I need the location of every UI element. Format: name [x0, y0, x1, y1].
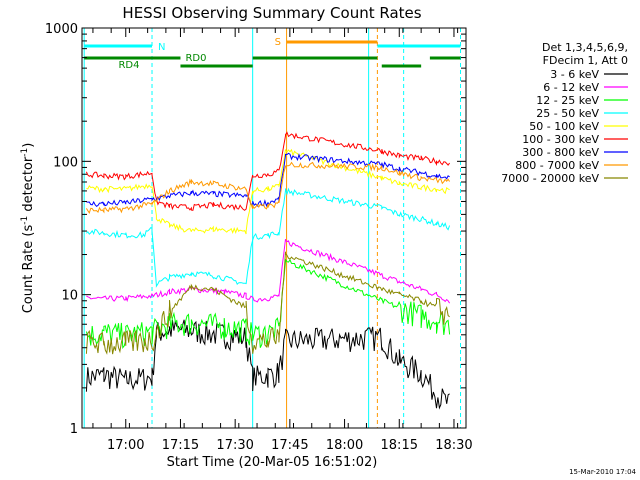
y-axis-label: Count Rate (s-1 detector-1) — [20, 143, 36, 314]
series-line-6 — [85, 131, 450, 211]
y-tick-label-4: 1000 — [45, 22, 78, 37]
series-line-7 — [86, 152, 450, 208]
y-tick-label-1: 1 — [70, 422, 78, 437]
y-tick-label-3: 100 — [53, 155, 78, 170]
plot-area: N RD0 RD4 S — [83, 28, 462, 428]
legend-label-9: 7000 - 20000 keV — [501, 172, 599, 185]
n-label: N — [158, 42, 165, 53]
rd4-label: RD4 — [118, 60, 139, 71]
legend-label-1: 3 - 6 keV — [550, 68, 599, 81]
y-axis: 1 10 100 1000 — [45, 22, 466, 437]
x-tick-label-6: 18:15 — [381, 438, 418, 453]
x-tick-label-5: 18:00 — [326, 438, 363, 453]
x-tick-label-2: 17:15 — [162, 438, 199, 453]
x-tick-label-4: 17:45 — [271, 438, 308, 453]
plot-frame — [81, 27, 467, 429]
series-line-9 — [85, 251, 450, 355]
s-label: S — [275, 37, 281, 48]
legend-label-3: 12 - 25 keV — [536, 94, 599, 107]
legend-label-8: 800 - 7000 keV — [515, 159, 599, 172]
x-axis-label: Start Time (20-Mar-05 16:51:02) — [167, 455, 378, 470]
x-axis: 17:00 17:15 17:30 17:45 18:00 18:15 18:30 — [92, 28, 473, 453]
x-tick-label-3: 17:30 — [216, 438, 253, 453]
series-line-1 — [85, 319, 450, 410]
legend-header-line-2: FDecim 1, Att 0 — [543, 54, 628, 67]
series-line-4 — [86, 187, 451, 288]
legend-label-6: 100 - 300 keV — [522, 133, 599, 146]
footer-timestamp: 15-Mar-2010 17:04 — [569, 468, 636, 476]
legend-label-5: 50 - 100 keV — [529, 120, 599, 133]
legend-label-4: 25 - 50 keV — [536, 107, 599, 120]
x-tick-label-7: 18:30 — [435, 438, 472, 453]
legend-label-7: 300 - 800 keV — [522, 146, 599, 159]
legend-label-2: 6 - 12 keV — [543, 81, 599, 94]
series-line-2 — [86, 238, 451, 304]
y-tick-label-2: 10 — [61, 289, 78, 304]
series-line-8 — [85, 161, 451, 215]
series-line-3 — [85, 257, 451, 350]
legend-header-line-1: Det 1,3,4,5,6,9, — [542, 41, 628, 54]
chart-title: HESSI Observing Summary Count Rates — [122, 4, 421, 22]
legend: Det 1,3,4,5,6,9, FDecim 1, Att 0 3 - 6 k… — [501, 41, 628, 185]
series-line-5 — [86, 148, 450, 235]
x-tick-label-1: 17:00 — [107, 438, 144, 453]
rd0-label: RD0 — [185, 53, 206, 64]
